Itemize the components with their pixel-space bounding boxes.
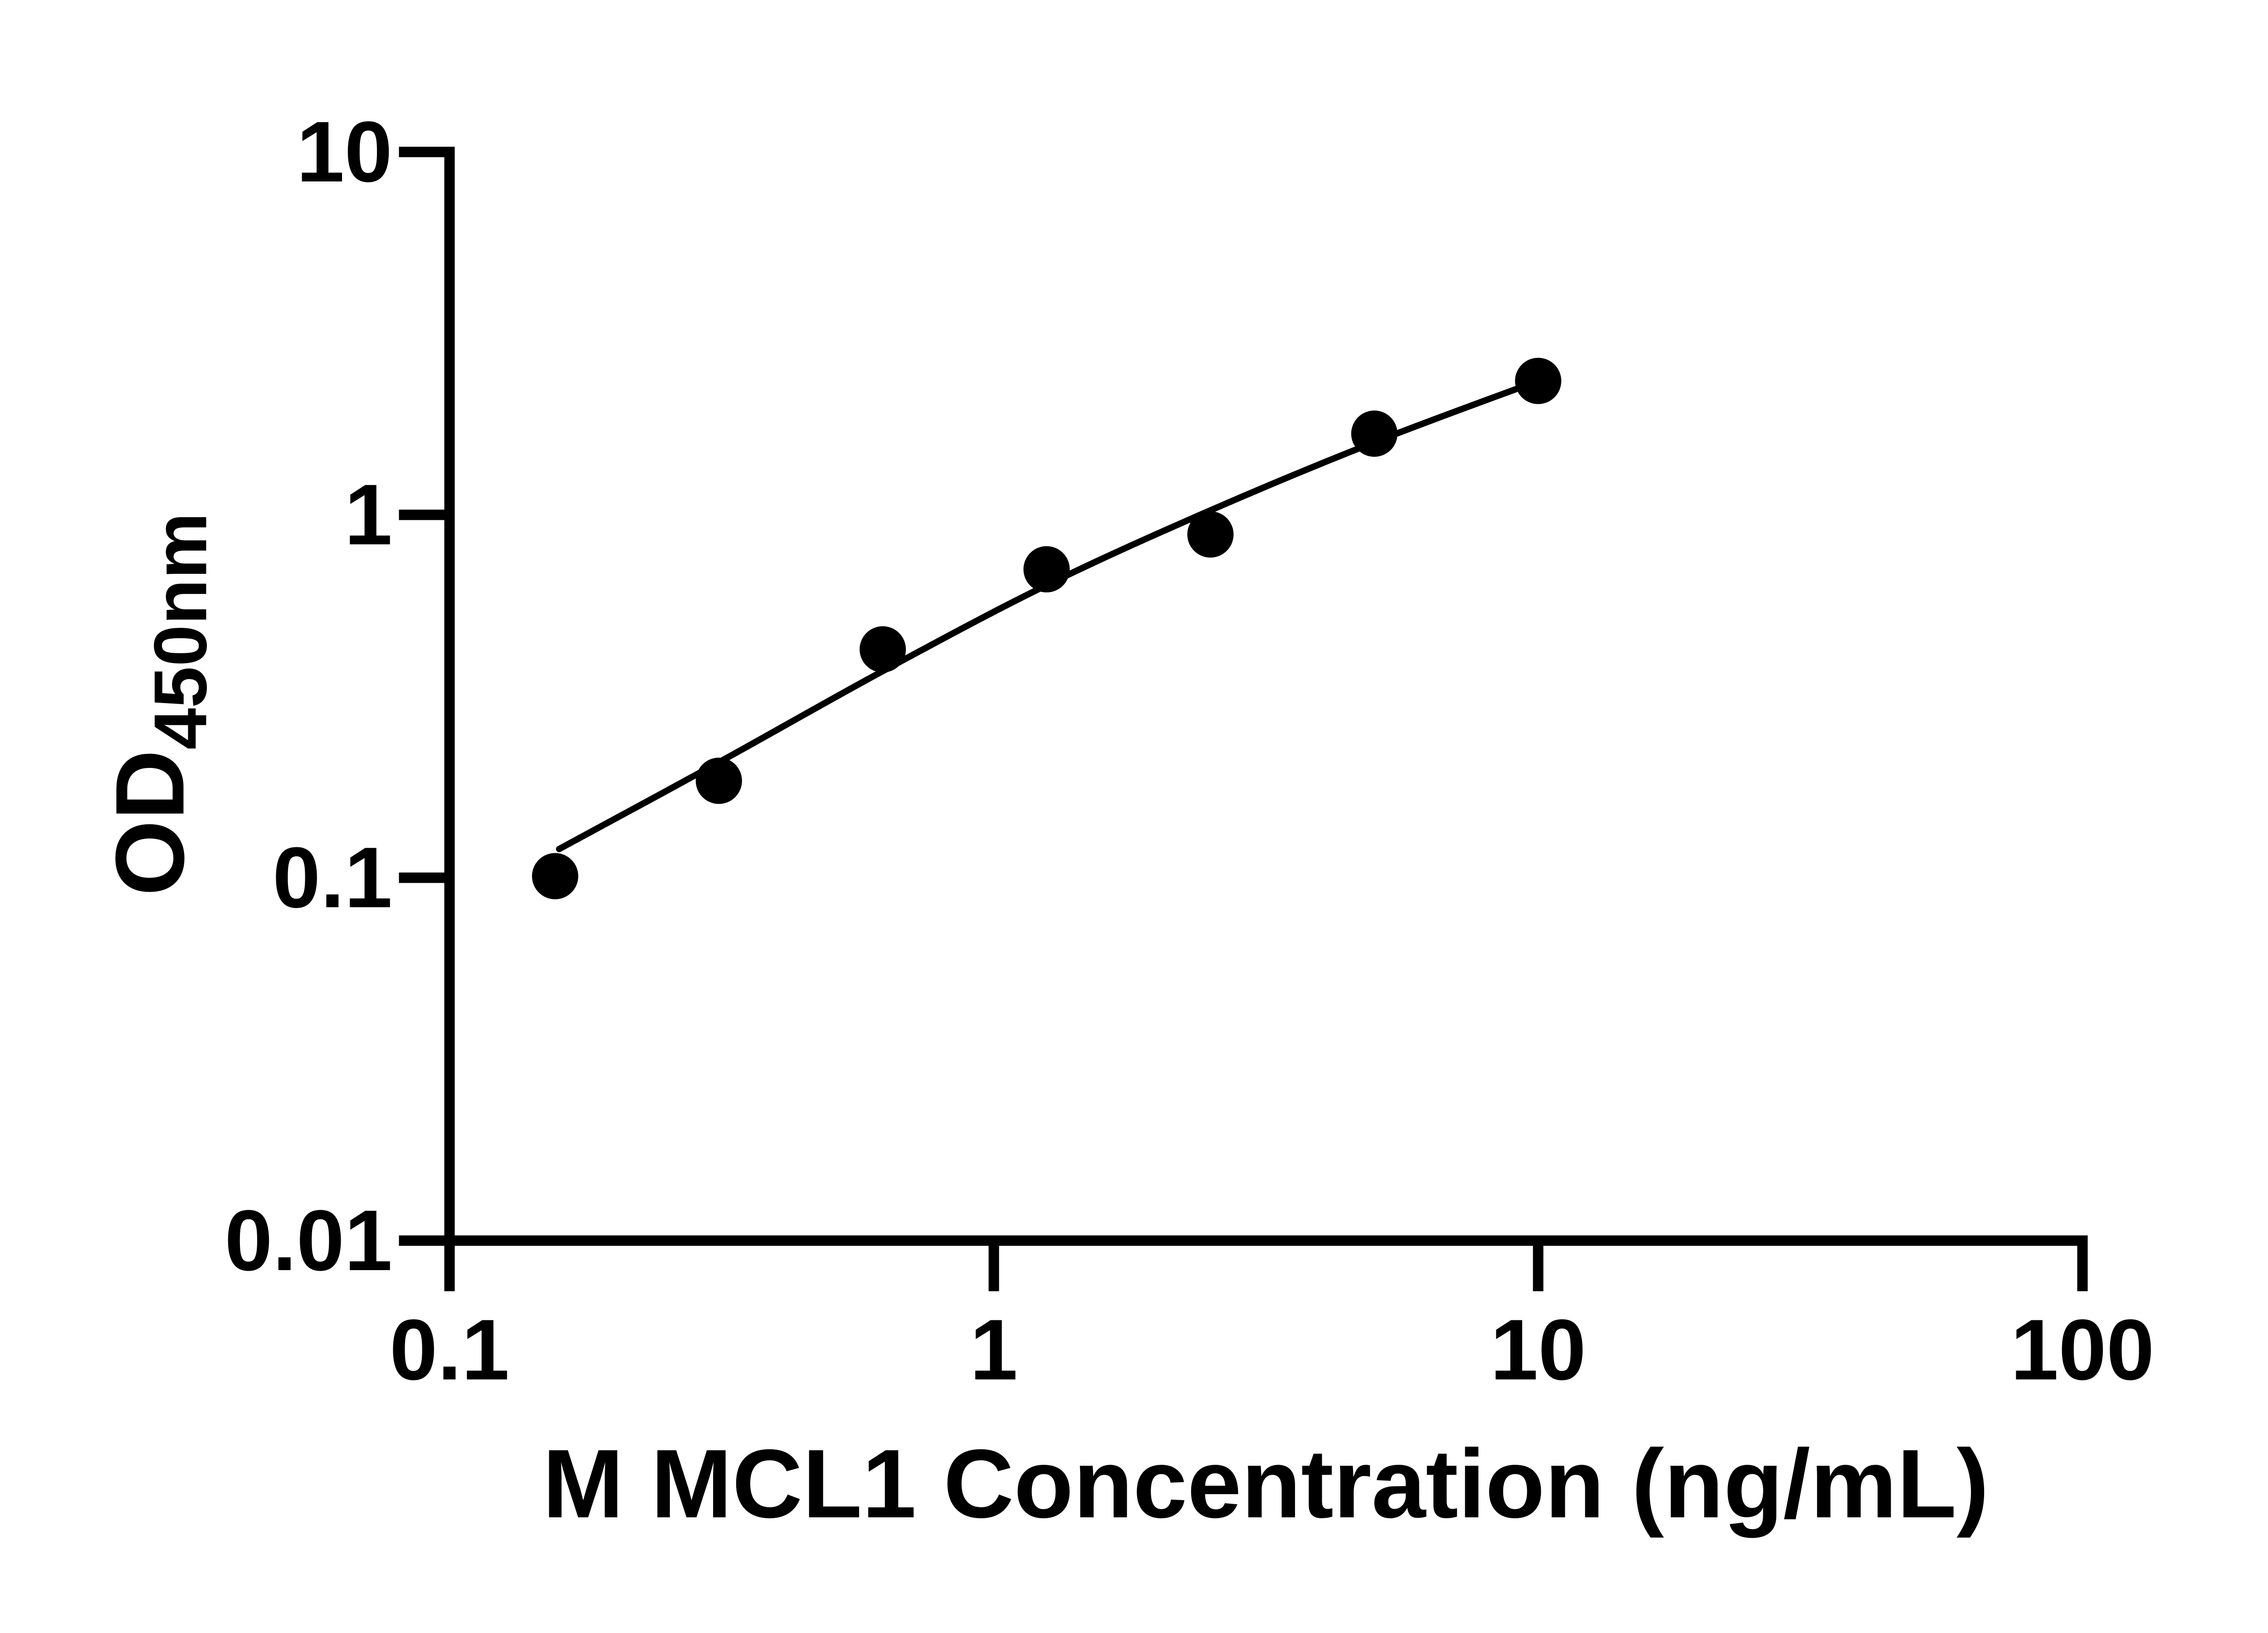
y-axis-title-main: OD — [95, 749, 205, 896]
data-point-marker — [1023, 546, 1070, 592]
y-tick-label: 0.1 — [272, 830, 392, 926]
x-axis-title: M MCL1 Concentration (ng/mL) — [543, 1429, 1989, 1538]
axes — [444, 147, 2088, 1246]
data-point-marker — [532, 853, 578, 900]
x-tick-marks — [444, 1235, 2088, 1291]
data-points — [532, 357, 1561, 900]
data-point-marker — [1187, 511, 1234, 558]
y-tick-label: 10 — [296, 104, 392, 200]
data-point-marker — [1515, 357, 1561, 404]
y-tick-label: 1 — [344, 467, 392, 563]
data-point-marker — [1351, 411, 1398, 457]
y-axis-title-subscript: 450nm — [138, 512, 222, 750]
x-tick-label: 1 — [970, 1302, 1018, 1398]
x-tick-label: 100 — [2010, 1302, 2155, 1398]
data-point-marker — [695, 758, 742, 804]
x-tick-label: 10 — [1490, 1302, 1586, 1398]
x-tick-label: 0.1 — [389, 1302, 510, 1398]
y-tick-label: 0.01 — [225, 1193, 392, 1289]
y-tick-marks — [399, 147, 455, 1246]
data-point-marker — [860, 626, 906, 673]
y-axis-title: OD450nm — [95, 0, 222, 1521]
